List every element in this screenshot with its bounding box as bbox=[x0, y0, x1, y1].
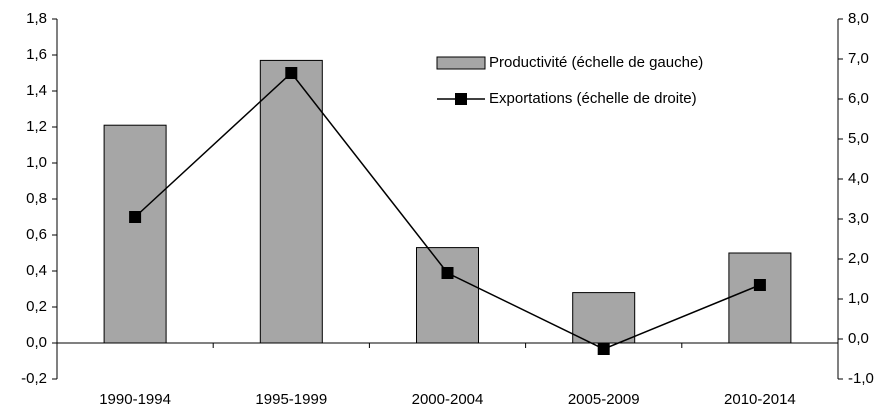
y2-tick-label: -1,0 bbox=[848, 370, 874, 387]
y2-tick-label: 2,0 bbox=[848, 250, 869, 267]
y-tick-label: 1,6 bbox=[26, 46, 47, 63]
y-tick-label: 1,4 bbox=[26, 82, 47, 99]
marker bbox=[753, 279, 766, 291]
bar bbox=[572, 292, 636, 344]
x-tick-label: 2010-2014 bbox=[724, 391, 796, 408]
y2-tick-label: 7,0 bbox=[848, 50, 869, 67]
y-tick-label: 0,4 bbox=[26, 262, 47, 279]
marker bbox=[129, 211, 142, 223]
y-tick-label: 1,0 bbox=[26, 154, 47, 171]
bar bbox=[416, 247, 479, 344]
y2-tick-label: 6,0 bbox=[848, 90, 869, 107]
y-tick-label: 0,6 bbox=[26, 226, 47, 243]
legend-label: Productivité (échelle de gauche) bbox=[489, 54, 703, 71]
bar bbox=[103, 124, 167, 344]
x-tick-label: 2005-2009 bbox=[568, 391, 640, 408]
marker bbox=[285, 67, 298, 79]
marker bbox=[441, 267, 454, 279]
x-tick-label: 1995-1999 bbox=[255, 391, 327, 408]
marker bbox=[597, 343, 610, 355]
y2-tick-label: 5,0 bbox=[848, 130, 869, 147]
y-tick-label: 1,8 bbox=[26, 10, 47, 27]
y2-tick-label: 4,0 bbox=[848, 170, 869, 187]
y2-tick-label: 1,0 bbox=[848, 290, 869, 307]
legend-marker bbox=[455, 93, 467, 105]
y2-tick-label: 8,0 bbox=[848, 10, 869, 27]
y2-tick-label: 0,0 bbox=[848, 330, 869, 347]
legend-label: Exportations (échelle de droite) bbox=[489, 90, 697, 107]
y-tick-label: 1,2 bbox=[26, 118, 47, 135]
x-tick-label: 1990-1994 bbox=[99, 391, 171, 408]
legend-swatch bbox=[436, 56, 486, 70]
x-tick-label: 2000-2004 bbox=[412, 391, 484, 408]
y-tick-label: 0,2 bbox=[26, 298, 47, 315]
y2-tick-label: 3,0 bbox=[848, 210, 869, 227]
y-tick-label: 0,8 bbox=[26, 190, 47, 207]
bar bbox=[259, 59, 323, 344]
y-tick-label: 0,0 bbox=[26, 334, 47, 351]
y-tick-label: -0,2 bbox=[21, 370, 47, 387]
bar bbox=[728, 252, 792, 344]
